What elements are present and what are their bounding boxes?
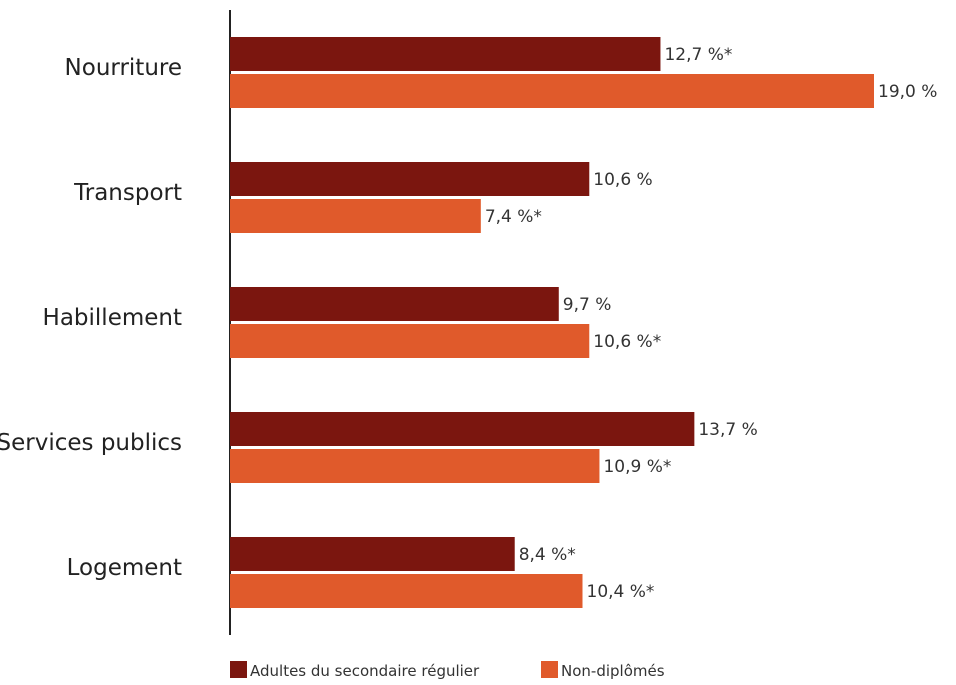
category-label: Logement [67, 555, 182, 581]
legend-swatch [230, 661, 247, 678]
data-label: 10,4 %* [587, 582, 655, 602]
data-label: 10,6 %* [593, 332, 661, 352]
bar-adultes-1 [230, 162, 590, 196]
bars-group: 12,7 %* 19,0 % 10,6 % 7,4 %* 9,7 % 10,6 %* 13,… [230, 37, 937, 608]
category-label: Services publics [0, 430, 182, 456]
legend: Adultes du secondaire régulier Non-diplôm… [230, 661, 665, 680]
bar-adultes-3 [230, 412, 695, 446]
data-label: 19,0 % [878, 82, 937, 102]
bar-non-diplomes-0 [230, 74, 874, 108]
data-label: 13,7 % [698, 420, 757, 440]
bar-non-diplomes-3 [230, 449, 600, 483]
category-label: Habillement [43, 305, 182, 331]
data-label: 10,9 %* [603, 457, 671, 477]
bar-non-diplomes-2 [230, 324, 590, 358]
data-label: 8,4 %* [519, 545, 576, 565]
bar-adultes-0 [230, 37, 661, 71]
category-label: Nourriture [65, 55, 182, 81]
data-label: 9,7 % [563, 295, 612, 315]
bar-non-diplomes-1 [230, 199, 481, 233]
data-label: 10,6 % [593, 170, 652, 190]
legend-label: Adultes du secondaire régulier [250, 662, 480, 680]
category-label: Transport [73, 180, 182, 206]
data-label: 7,4 %* [485, 207, 542, 227]
category-labels: Nourriture Transport Habillement Services p… [0, 55, 182, 581]
data-label: 12,7 %* [664, 45, 732, 65]
bar-non-diplomes-4 [230, 574, 583, 608]
legend-swatch [541, 661, 558, 678]
legend-label: Non-diplômés [561, 662, 665, 680]
bar-adultes-4 [230, 537, 515, 571]
bar-adultes-2 [230, 287, 559, 321]
